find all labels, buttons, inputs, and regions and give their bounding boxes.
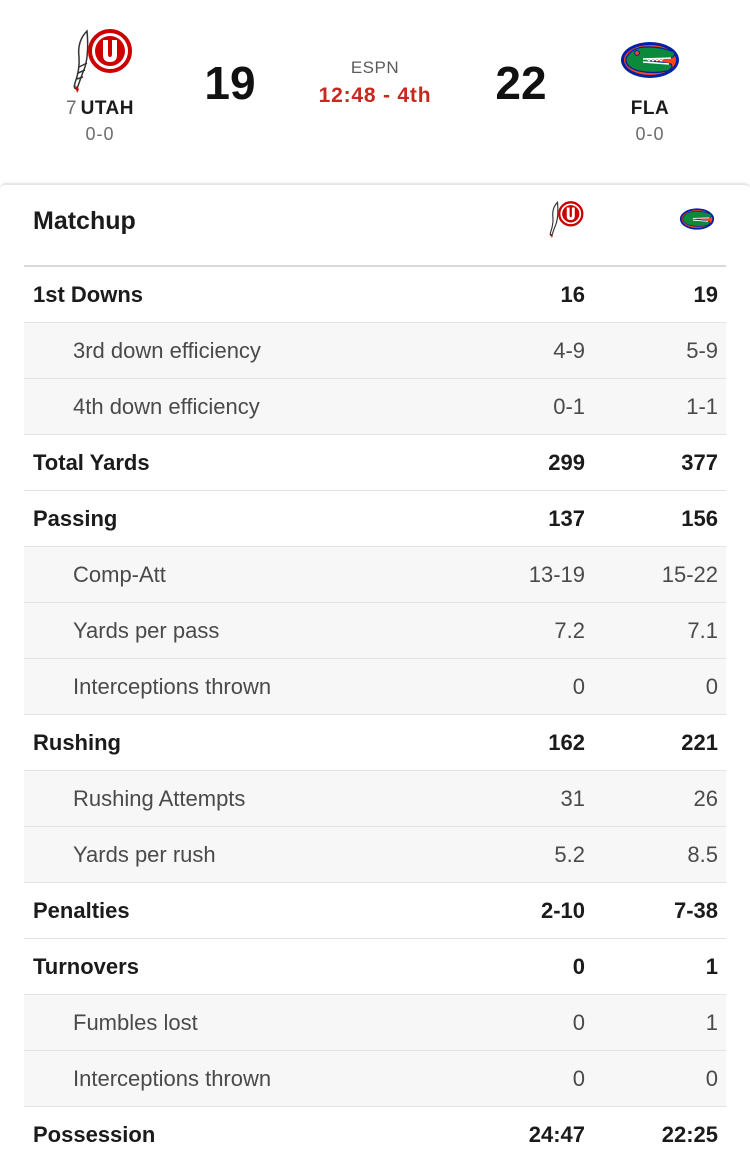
home-stat-value: 7-38 bbox=[673, 898, 718, 923]
stat-label: Yards per rush bbox=[73, 842, 216, 867]
stat-label: Turnovers bbox=[33, 954, 139, 979]
home-stat-value: 221 bbox=[681, 730, 718, 755]
florida-gators-column-logo-icon bbox=[672, 199, 722, 239]
home-stat-value: 0 bbox=[705, 674, 718, 699]
stat-row: 1st Downs 16 19 bbox=[24, 267, 726, 323]
stat-row: Rushing 162 221 bbox=[24, 715, 726, 771]
home-team-record: 0-0 bbox=[635, 124, 665, 144]
away-stat-value: 7.2 bbox=[554, 618, 585, 643]
stat-label: Rushing Attempts bbox=[73, 786, 246, 811]
stat-label: Rushing bbox=[33, 730, 121, 755]
away-stat-value: 13-19 bbox=[528, 562, 585, 587]
matchup-header: Matchup bbox=[24, 185, 726, 267]
home-stat-value: 377 bbox=[681, 450, 718, 475]
away-team-record: 0-0 bbox=[85, 124, 115, 144]
stat-row: Total Yards 299 377 bbox=[24, 435, 726, 491]
away-stat-value: 0 bbox=[572, 674, 585, 699]
stat-row: Passing 137 156 bbox=[24, 491, 726, 547]
stat-label: Total Yards bbox=[33, 450, 150, 475]
matchup-stats-table: 1st Downs 16 19 3rd down efficiency 4-9 5-9 4t… bbox=[24, 267, 726, 1154]
matchup-card: Matchup 1st Downs 16 19 3rd down efficiency… bbox=[0, 183, 750, 1154]
away-stat-value: 31 bbox=[560, 786, 585, 811]
network-label: ESPN bbox=[350, 58, 400, 77]
home-score: 22 bbox=[495, 57, 547, 109]
stat-row: Possession 24:47 22:25 bbox=[24, 1107, 726, 1154]
home-team[interactable]: FLA 0-0 bbox=[590, 30, 710, 146]
away-stat-value: 0 bbox=[572, 954, 585, 979]
away-stat-value: 24:47 bbox=[528, 1122, 585, 1147]
away-stat-value: 0 bbox=[572, 1010, 585, 1035]
away-stat-value: 162 bbox=[548, 730, 585, 755]
utah-utes-column-logo-icon bbox=[540, 199, 590, 239]
game-header: 7 UTAH 0-0 19 ESPN 12:48 - 4th 22 FLA 0-0 bbox=[0, 0, 750, 180]
home-stat-value: 22:25 bbox=[661, 1122, 718, 1147]
stat-label: 4th down efficiency bbox=[73, 394, 260, 419]
stat-row: Interceptions thrown 0 0 bbox=[24, 1051, 726, 1107]
stat-row: 4th down efficiency 0-1 1-1 bbox=[24, 379, 726, 435]
stat-label: Possession bbox=[33, 1122, 156, 1147]
away-team[interactable]: 7 UTAH 0-0 bbox=[40, 29, 160, 146]
stat-label: Yards per pass bbox=[73, 618, 220, 643]
away-stat-value: 137 bbox=[548, 506, 585, 531]
stat-row: Penalties 2-10 7-38 bbox=[24, 883, 726, 939]
stat-row: Yards per rush 5.2 8.5 bbox=[24, 827, 726, 883]
stat-row: Comp-Att 13-19 15-22 bbox=[24, 547, 726, 603]
stat-row: 3rd down efficiency 4-9 5-9 bbox=[24, 323, 726, 379]
home-stat-value: 15-22 bbox=[661, 562, 718, 587]
home-stat-value: 26 bbox=[693, 786, 718, 811]
stat-label: Comp-Att bbox=[73, 562, 166, 587]
stat-row: Rushing Attempts 31 26 bbox=[24, 771, 726, 827]
home-stat-value: 5-9 bbox=[686, 338, 718, 363]
stat-label: Fumbles lost bbox=[73, 1010, 198, 1035]
game-status: ESPN 12:48 - 4th bbox=[290, 58, 460, 108]
home-stat-value: 1-1 bbox=[686, 394, 718, 419]
stat-label: Penalties bbox=[33, 898, 130, 923]
utah-utes-logo-icon bbox=[40, 29, 160, 93]
away-stat-value: 0 bbox=[572, 1066, 585, 1091]
away-stat-value: 299 bbox=[548, 450, 585, 475]
florida-gators-logo-icon bbox=[590, 30, 710, 90]
home-stat-value: 0 bbox=[705, 1066, 718, 1091]
away-stat-value: 5.2 bbox=[554, 842, 585, 867]
matchup-title: Matchup bbox=[33, 207, 136, 235]
away-team-rank: 7 bbox=[66, 98, 77, 119]
away-score: 19 bbox=[204, 57, 256, 109]
stat-label: Interceptions thrown bbox=[73, 1066, 272, 1091]
home-stat-value: 7.1 bbox=[687, 618, 718, 643]
stat-row: Interceptions thrown 0 0 bbox=[24, 659, 726, 715]
away-stat-value: 0-1 bbox=[553, 394, 585, 419]
stat-row: Turnovers 0 1 bbox=[24, 939, 726, 995]
stat-row: Yards per pass 7.2 7.1 bbox=[24, 603, 726, 659]
away-stat-value: 4-9 bbox=[553, 338, 585, 363]
stat-label: 1st Downs bbox=[33, 282, 144, 307]
home-team-abbr: FLA bbox=[630, 98, 670, 119]
away-stat-value: 2-10 bbox=[540, 898, 585, 923]
home-stat-value: 8.5 bbox=[687, 842, 718, 867]
stat-label: Interceptions thrown bbox=[73, 674, 272, 699]
stat-label: 3rd down efficiency bbox=[73, 338, 261, 363]
home-stat-value: 19 bbox=[693, 282, 718, 307]
game-clock: 12:48 - 4th bbox=[318, 84, 432, 107]
home-stat-value: 1 bbox=[705, 954, 718, 979]
stat-label: Passing bbox=[33, 506, 118, 531]
home-stat-value: 1 bbox=[705, 1010, 718, 1035]
home-stat-value: 156 bbox=[681, 506, 718, 531]
away-team-abbr: UTAH bbox=[80, 98, 134, 119]
stat-row: Fumbles lost 0 1 bbox=[24, 995, 726, 1051]
away-stat-value: 16 bbox=[560, 282, 585, 307]
